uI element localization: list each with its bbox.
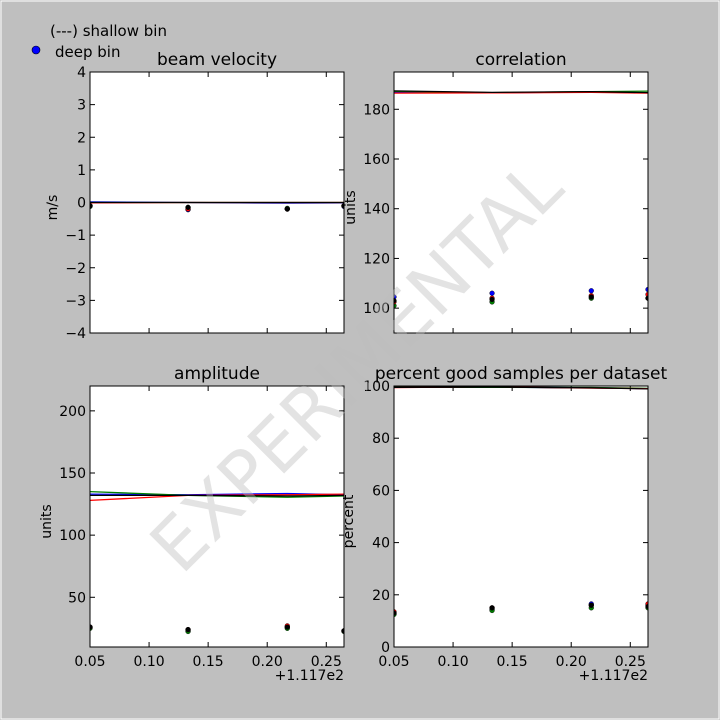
percent-good-chart: percent good samples per dataset percent 1…: [341, 364, 667, 670]
beam-velocity-point: [341, 203, 344, 209]
beam-velocity-title: beam velocity: [157, 50, 277, 70]
amplitude-point: [90, 624, 93, 630]
correlation-y-tick-label: 120: [363, 251, 390, 267]
legend-shallow-label: (---) shallow bin: [50, 22, 167, 40]
legend-deep-marker: [31, 45, 41, 55]
correlation-series: [394, 90, 648, 309]
beam-velocity-chart: beam velocity m/s 4 3 2 1 0 −1 −2 −3 −4: [45, 50, 345, 342]
percent-good-x-tick-label: 0.05: [378, 654, 409, 670]
correlation-y-tick-label: 160: [363, 152, 390, 168]
amplitude-x-tick-label: 0.20: [252, 654, 283, 670]
beam-velocity-y-tick-label: −2: [65, 261, 86, 277]
correlation-point: [588, 294, 594, 300]
percent-good-x-tick-label: 0.10: [437, 654, 468, 670]
amplitude-x-tick-label: 0.05: [74, 654, 105, 670]
percent-good-plot-area: [394, 386, 648, 647]
amplitude-x-tick-label: 0.10: [133, 654, 164, 670]
amplitude-x-tick-label: 0.15: [193, 654, 224, 670]
percent-good-x-tick-label: 0.25: [615, 654, 646, 670]
percent-good-line-3: [394, 386, 648, 390]
correlation-y-tick-label: 180: [363, 102, 390, 118]
amplitude-plot-area: [90, 386, 344, 647]
amplitude-frame: [89, 385, 345, 648]
percent-good-y-label: percent: [341, 494, 357, 548]
amplitude-title: amplitude: [174, 364, 260, 384]
percent-good-y-tick-label: 100: [363, 379, 390, 395]
correlation-line-3: [394, 90, 648, 94]
percent-good-y-tick-label: 60: [372, 483, 390, 499]
amplitude-y-tick-label: 50: [68, 590, 86, 606]
beam-velocity-y-tick-label: −4: [65, 326, 86, 342]
amplitude-y-tick-label: 200: [59, 404, 86, 420]
amplitude-x-tick-label: 0.25: [311, 654, 342, 670]
beam-velocity-point: [185, 204, 191, 210]
percent-good-y-tick-label: 40: [372, 536, 390, 552]
legend: (---) shallow bin deep bin: [31, 22, 167, 61]
amplitude-point: [341, 628, 344, 634]
percent-good-point: [489, 605, 495, 611]
correlation-y-tick-label: 100: [363, 301, 390, 317]
amplitude-series: [90, 490, 344, 635]
correlation-chart: correlation units 180 160 140 120 100: [343, 50, 649, 334]
percent-good-x-tick-label: 0.20: [556, 654, 587, 670]
amplitude-y-label: units: [39, 504, 55, 538]
x-offset-label-right: +1.117e2: [579, 668, 648, 684]
percent-good-x-tick-label: 0.15: [497, 654, 528, 670]
beam-velocity-y-tick-label: 3: [77, 98, 86, 114]
correlation-point: [489, 290, 495, 296]
correlation-plot-area: [394, 72, 648, 333]
beam-velocity-y-label: m/s: [45, 195, 61, 221]
beam-velocity-point: [284, 206, 290, 212]
correlation-title: correlation: [475, 50, 566, 70]
percent-good-point: [588, 602, 594, 608]
correlation-point: [489, 296, 495, 303]
percent-good-frame: [393, 385, 649, 648]
percent-good-y-tick-label: 20: [372, 588, 390, 604]
amplitude-y-tick-label: 150: [59, 466, 86, 482]
beam-velocity-y-tick-label: 1: [77, 163, 86, 179]
percent-good-y-tick-label: 0: [381, 640, 390, 656]
amplitude-y-tick-label: 100: [59, 528, 86, 544]
amplitude-line-3: [90, 494, 344, 497]
correlation-point: [588, 288, 594, 294]
beam-velocity-series: [90, 201, 344, 213]
amplitude-point: [284, 624, 290, 630]
beam-velocity-point: [90, 203, 93, 209]
percent-good-y-tick-label: 80: [372, 431, 390, 447]
percent-good-series: [394, 386, 648, 617]
correlation-y-label: units: [343, 190, 359, 224]
beam-velocity-frame: [89, 71, 345, 334]
beam-velocity-y-tick-label: 4: [77, 65, 86, 81]
axes-layer: beam velocity m/s 4 3 2 1 0 −1 −2 −3 −4 correlation…: [39, 50, 667, 670]
beam-velocity-y-tick-label: −3: [65, 293, 86, 309]
percent-good-title: percent good samples per dataset: [375, 364, 668, 384]
beam-velocity-y-tick-label: 0: [77, 196, 86, 212]
correlation-y-tick-label: 140: [363, 202, 390, 218]
beam-velocity-y-tick-label: 2: [77, 130, 86, 146]
correlation-frame: [393, 71, 649, 334]
x-offset-label-left: +1.117e2: [275, 668, 344, 684]
amplitude-point: [185, 626, 191, 633]
legend-deep-label: deep bin: [55, 43, 120, 61]
amplitude-chart: amplitude units 200 150 100 50 0.05 0.10 0.15 0.2…: [39, 364, 345, 670]
beam-velocity-y-tick-label: −1: [65, 228, 86, 244]
